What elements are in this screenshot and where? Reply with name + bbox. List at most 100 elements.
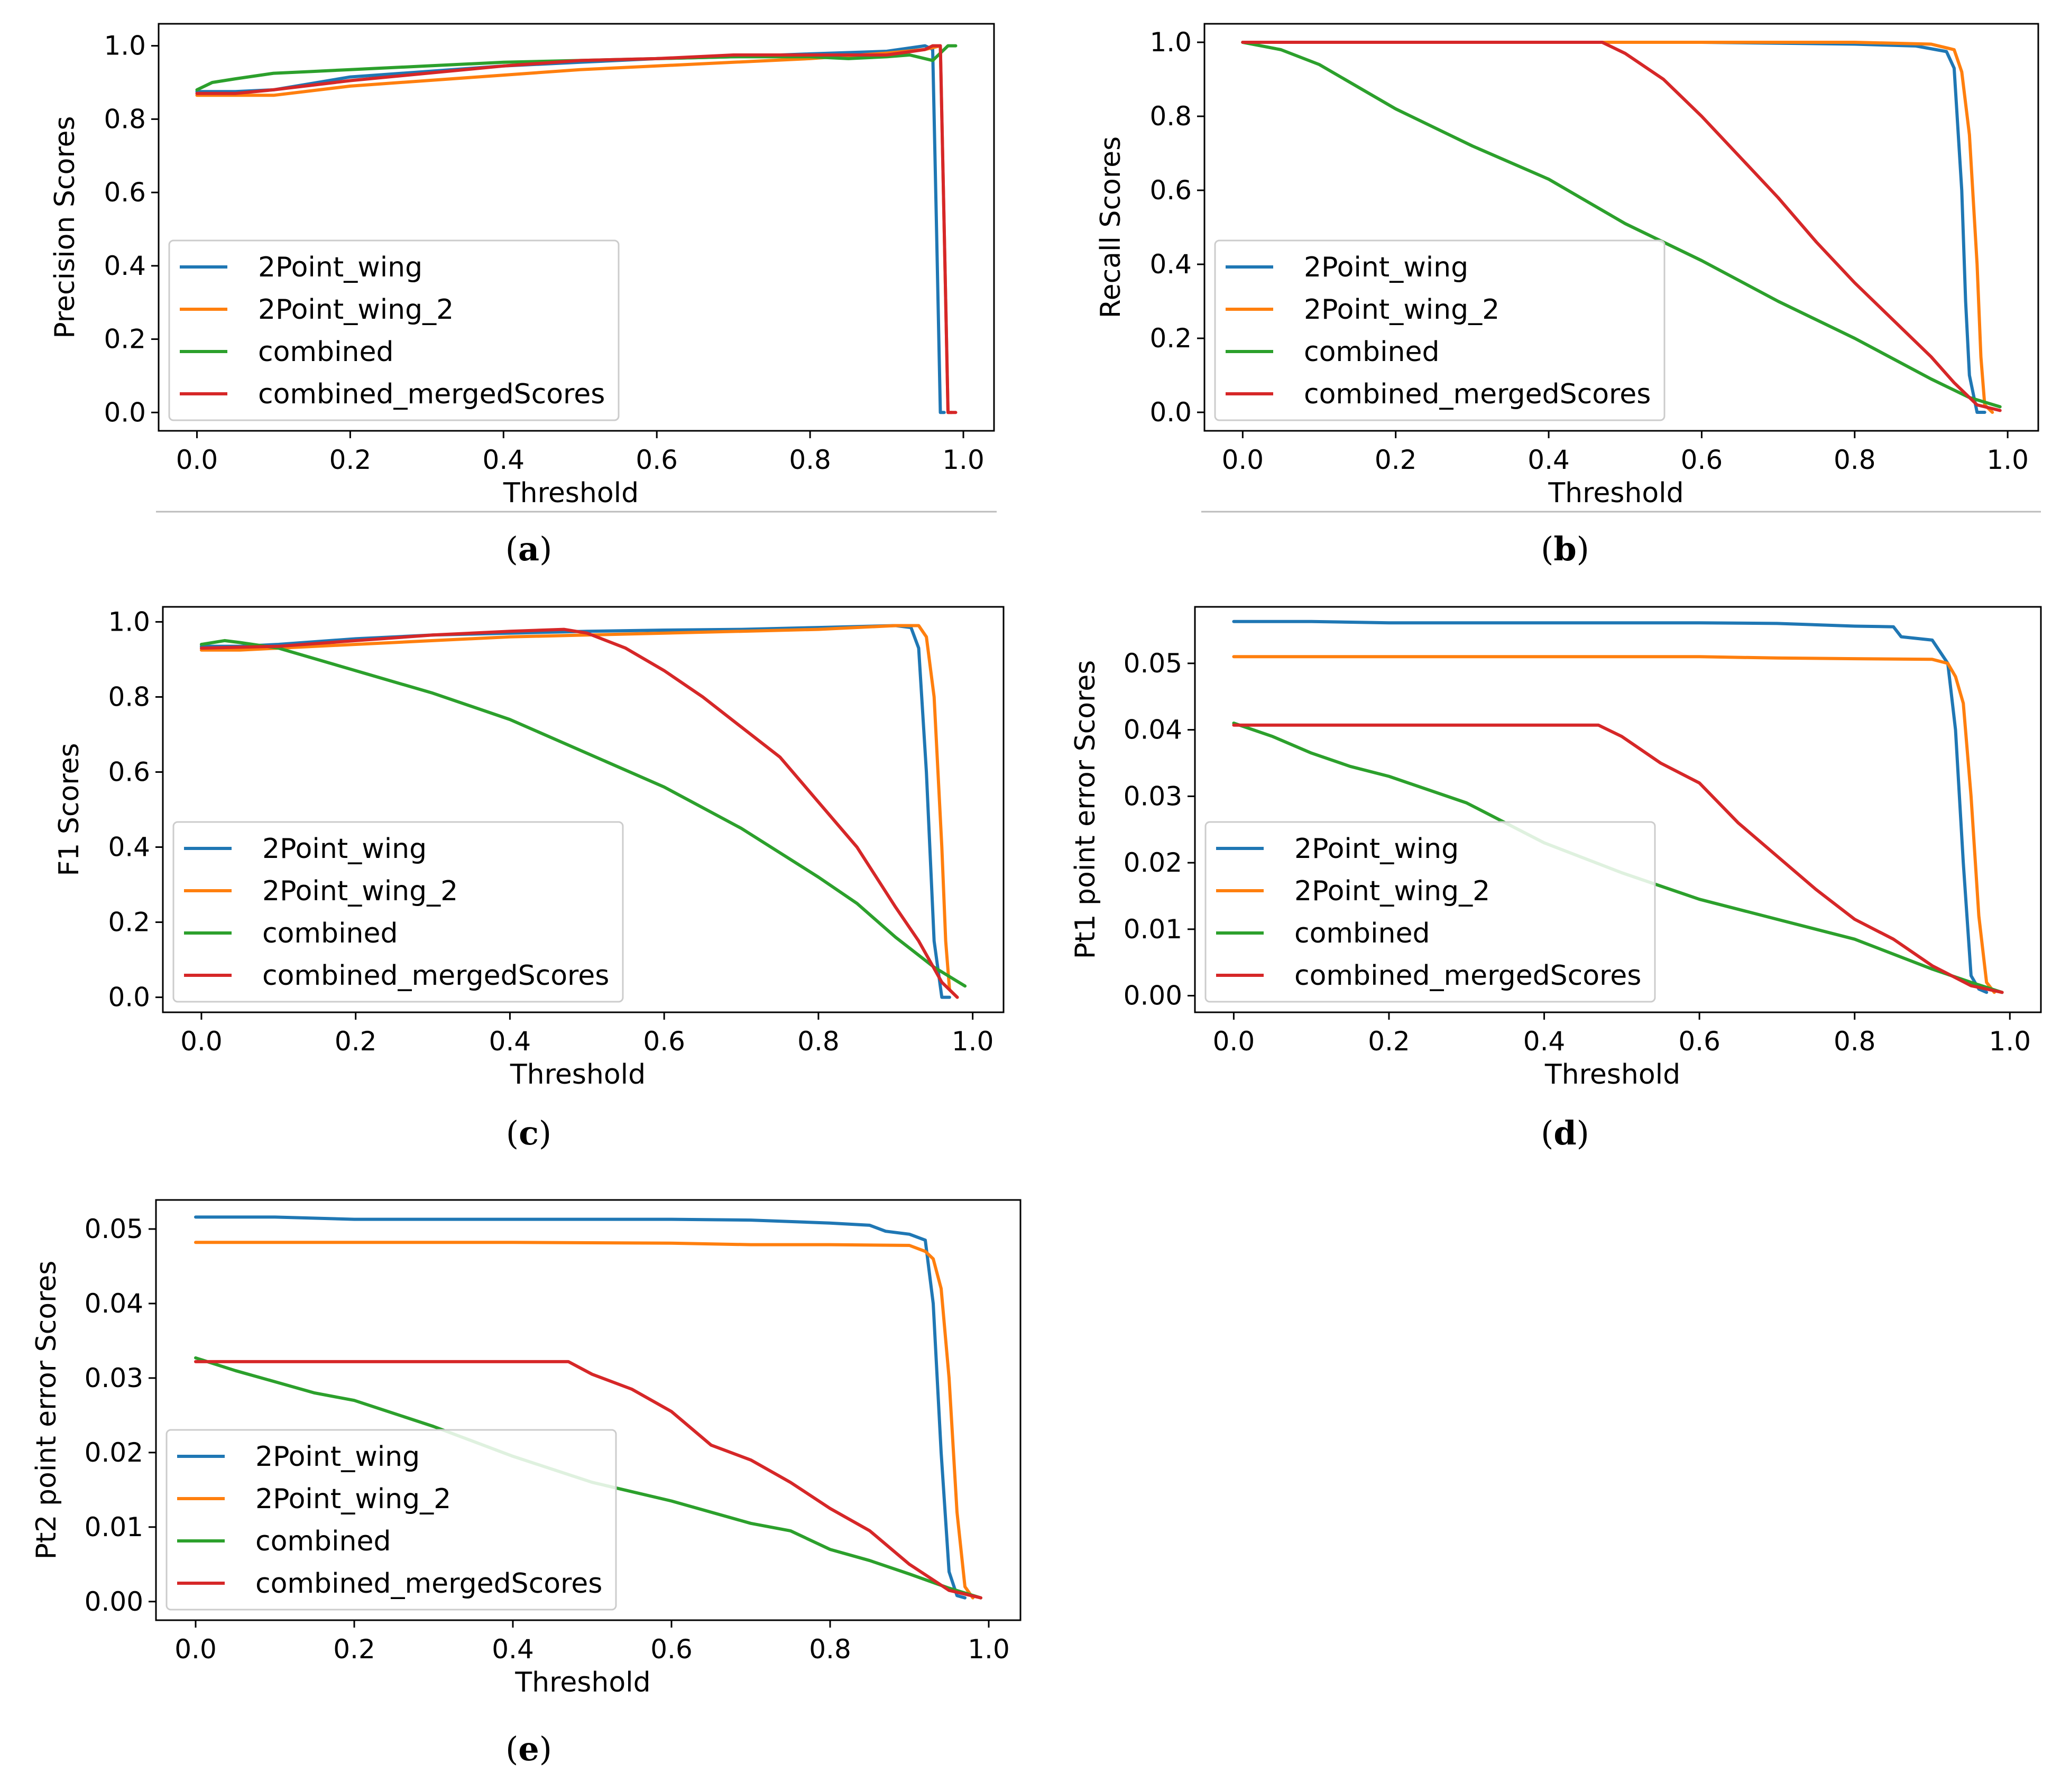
chart-a: 0.0 0.2 0.4 0.6 0.8 1.0 0.0 0.2 0.4 0.6 0.8 1.0 Thre… [49,23,997,568]
chart-c: 0.0 0.2 0.4 0.6 0.8 1.0 0.0 0.2 0.4 0.6 0.8 1.0 Thre… [53,606,1005,1152]
y-tick-label: 0.6 [1149,175,1192,206]
legend-label: combined_mergedScores [1294,960,1641,992]
x-tick-label: 0.0 [174,1634,217,1665]
x-tick-label: 0.6 [1678,1026,1720,1057]
x-tick-label: 0.2 [335,1026,377,1057]
x-tick-label: 0.4 [483,445,525,475]
x-tick-label: 0.4 [1523,1026,1566,1057]
y-tick-label: 1.0 [1149,27,1192,58]
caption-open-paren: ( [1541,1114,1553,1152]
y-tick-label: 0.05 [85,1214,143,1244]
plot-frame [1194,606,2042,1013]
series-group [194,1215,982,1600]
legend-label: combined [255,1526,391,1557]
caption-close-paren: ) [539,1114,551,1152]
y-tick-label: 0.01 [1124,914,1182,945]
y-tick-label: 0.04 [85,1288,143,1319]
legend-label: 2Point_wing [255,1441,420,1473]
x-axis-label: Threshold [1544,1059,1680,1091]
legend: 2Point_wing 2Point_wing_2 combined combined… [1214,239,1666,421]
legend-box [172,821,624,1003]
plot-frame [155,1199,1022,1621]
series-line-combined_mergedScores [194,1360,982,1600]
panel-caption: (e) [505,1730,552,1768]
x-tick-label: 0.0 [176,445,218,475]
x-tick-label: 0.4 [489,1026,531,1057]
y-tick-label: 0.02 [1124,847,1182,878]
x-tick-label: 0.2 [1375,445,1417,475]
legend-box [165,1429,617,1611]
x-tick-label: 1.0 [1989,1026,2031,1057]
y-axis-label: Pt2 point error Scores [31,1261,62,1560]
y-axis-label: F1 Scores [53,743,85,876]
y-tick-label: 0.0 [1149,397,1192,428]
chart-e: 0.0 0.2 0.4 0.6 0.8 1.0 0.00 0.01 0.02 0.03 0.04 0.… [31,1199,1022,1768]
plot-frame [158,23,995,432]
legend-box [1204,821,1656,1003]
x-tick-label: 1.0 [942,445,985,475]
x-tick-label: 0.6 [1681,445,1723,475]
legend-box [1214,239,1666,421]
series-line-2Point_wing [194,1215,967,1600]
series-group [1232,620,2004,994]
y-tick-label: 0.0 [104,397,146,428]
series-line-2Point_wing_2 [1232,655,1996,994]
y-tick-label: 0.2 [104,324,146,355]
x-axis-label: Threshold [503,477,639,509]
x-tick-label: 1.0 [1986,445,2029,475]
series-line-combined [194,1356,982,1600]
y-tick-label: 0.00 [1124,981,1182,1011]
caption-open-paren: ( [1541,530,1553,568]
x-tick-label: 0.2 [329,445,372,475]
panel-caption: (c) [506,1114,551,1152]
y-axis-label: Recall Scores [1095,136,1127,318]
y-tick-label: 0.2 [1149,323,1192,354]
panel-caption: (a) [505,530,553,568]
series-group [1241,41,2002,414]
y-tick-label: 0.04 [1124,715,1182,745]
y-tick-label: 0.01 [85,1512,143,1542]
caption-letter: a [518,530,539,568]
legend-label: combined [1304,336,1439,368]
chart-d: 0.0 0.2 0.4 0.6 0.8 1.0 0.00 0.01 0.02 0.03 0.04 0.… [1070,606,2042,1152]
legend-label: combined_mergedScores [255,1568,602,1600]
legend-label: combined [262,918,398,949]
panel-caption: (d) [1541,1114,1589,1152]
series-line-2Point_wing_2 [199,624,959,999]
caption-open-paren: ( [505,1730,518,1768]
x-tick-label: 0.0 [1213,1026,1255,1057]
series-line-combined_mergedScores [199,627,959,999]
x-tick-label: 0.6 [636,445,678,475]
x-tick-label: 0.6 [643,1026,685,1057]
legend-label: combined_mergedScores [262,960,609,992]
caption-close-paren: ) [1577,1114,1589,1152]
panel-caption: (b) [1541,530,1589,568]
legend-label: 2Point_wing_2 [262,875,458,907]
x-tick-label: 0.4 [492,1634,534,1665]
x-tick-label: 0.4 [1528,445,1570,475]
x-tick-label: 0.0 [1222,445,1264,475]
y-axis-label: Precision Scores [49,116,81,338]
y-tick-label: 1.0 [108,606,150,637]
x-tick-label: 0.8 [1834,1026,1876,1057]
y-tick-label: 0.03 [85,1363,143,1393]
series-group [195,44,958,414]
x-tick-label: 1.0 [968,1634,1010,1665]
y-tick-label: 0.8 [1149,101,1192,132]
y-tick-label: 0.2 [108,907,150,938]
series-line-2Point_wing [1232,620,1989,994]
y-tick-label: 0.4 [1149,249,1192,280]
legend: 2Point_wing 2Point_wing_2 combined combined… [1204,821,1656,1003]
legend-label: 2Point_wing_2 [1304,294,1499,326]
legend-box [168,239,620,421]
x-axis-label: Threshold [510,1059,646,1091]
series-line-combined [1241,41,2002,409]
caption-close-paren: ) [539,530,552,568]
x-tick-label: 0.0 [180,1026,223,1057]
series-line-combined [199,639,967,988]
x-axis-label: Threshold [1548,477,1683,509]
legend-label: combined_mergedScores [1304,378,1651,410]
legend-label: 2Point_wing_2 [258,294,454,326]
legend-label: 2Point_wing_2 [255,1483,451,1515]
